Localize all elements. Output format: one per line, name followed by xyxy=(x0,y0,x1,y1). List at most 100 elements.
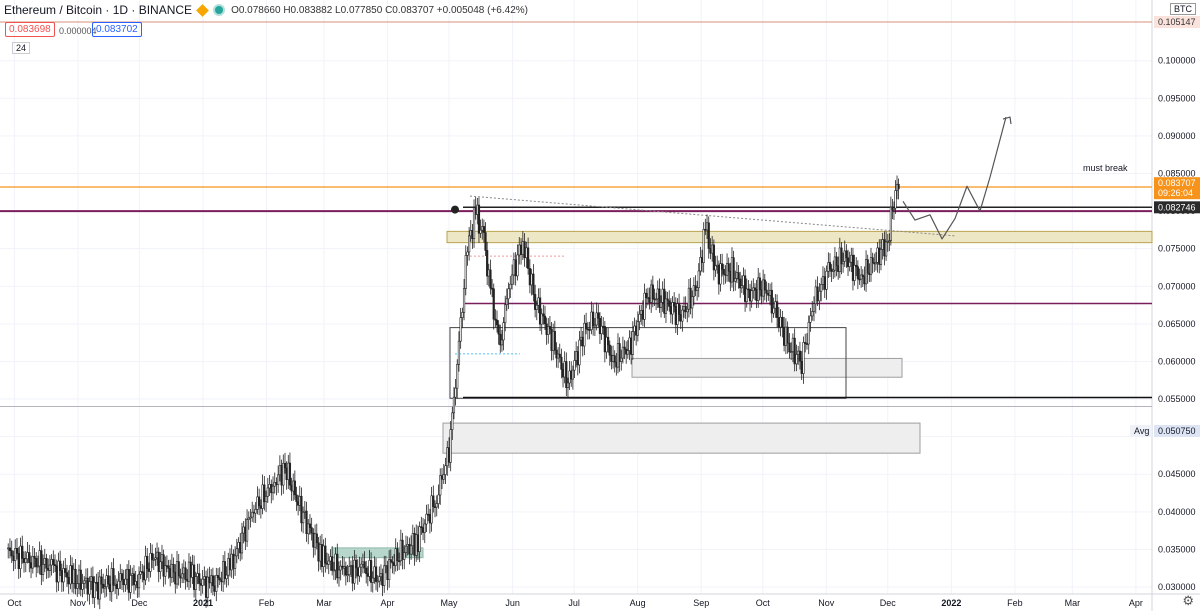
candle-body xyxy=(739,278,742,289)
candle-body xyxy=(172,563,175,573)
candle-body xyxy=(767,293,770,296)
x-tick-label: Oct xyxy=(7,598,22,608)
candle-body xyxy=(856,266,859,280)
candle-body xyxy=(457,340,461,365)
volume-quantity[interactable]: 24 xyxy=(12,42,31,54)
candle-body xyxy=(439,475,442,496)
candle-body xyxy=(842,261,845,265)
candle-body xyxy=(499,333,502,346)
candle-body xyxy=(189,561,192,578)
candle-body xyxy=(871,257,874,264)
demand-zone-lower xyxy=(442,422,921,454)
candle-body xyxy=(365,567,368,574)
candle-body xyxy=(613,355,616,363)
candle-body xyxy=(120,573,124,580)
candle-body xyxy=(783,326,786,346)
candle-body xyxy=(643,292,646,320)
candle-body xyxy=(573,360,576,371)
price-label-current: 0.083707 xyxy=(1158,178,1196,188)
candle-body xyxy=(339,565,342,571)
candle-body xyxy=(331,556,334,571)
candle-body xyxy=(48,564,51,571)
candle-body xyxy=(131,573,134,576)
buy-price-button[interactable]: 0.083702 xyxy=(92,22,142,37)
candle-body xyxy=(658,288,661,308)
candle-body xyxy=(41,564,45,575)
candle-body xyxy=(280,465,283,486)
candle-body xyxy=(548,326,552,330)
candle-body xyxy=(732,257,735,282)
candle-body xyxy=(206,576,209,598)
candle-body xyxy=(401,539,404,560)
candle-body xyxy=(795,354,798,365)
candle-body xyxy=(177,561,180,577)
candle-body xyxy=(71,565,74,584)
candle-body xyxy=(492,288,495,320)
candle-body xyxy=(167,565,170,569)
candle-body xyxy=(578,339,581,366)
candle-body xyxy=(532,273,535,295)
candle-body xyxy=(47,568,50,571)
candle-body xyxy=(343,566,346,569)
supply-zone-yellow xyxy=(446,230,1153,244)
candle-body xyxy=(305,510,308,535)
gear-icon[interactable]: ⚙ xyxy=(1182,593,1194,608)
y-tick-label: 0.095000 xyxy=(1158,93,1196,103)
candle-body xyxy=(100,576,103,585)
candle-body xyxy=(630,337,633,355)
candle-body xyxy=(12,555,15,561)
candle-body xyxy=(247,517,250,520)
candle-body xyxy=(336,553,339,579)
candle-body xyxy=(697,270,700,289)
candle-body xyxy=(464,255,467,289)
candle-body xyxy=(774,301,777,309)
y-tick-label: 0.070000 xyxy=(1158,281,1196,291)
x-tick-label: 2021 xyxy=(193,598,213,608)
candle-body xyxy=(878,247,881,265)
candle-body xyxy=(313,533,317,548)
candle-body xyxy=(472,207,476,239)
candle-body xyxy=(858,278,861,281)
candle-body xyxy=(124,578,127,586)
dotted-trendline xyxy=(469,195,956,237)
candle-body xyxy=(234,555,237,569)
symbol-title[interactable]: Ethereum / Bitcoin · 1D · BINANCE xyxy=(4,3,193,17)
candle-body xyxy=(363,561,366,569)
candle-body xyxy=(435,503,438,508)
candle-body xyxy=(707,222,710,249)
candle-body xyxy=(396,548,399,562)
candle-body xyxy=(346,574,349,577)
candle-body xyxy=(108,583,112,593)
y-tick-label: 0.065000 xyxy=(1158,319,1196,329)
candle-body xyxy=(423,523,426,533)
y-tick-label: 0.045000 xyxy=(1158,469,1196,479)
candle-body xyxy=(686,308,689,313)
candle-body xyxy=(451,412,454,430)
candle-body xyxy=(673,302,676,307)
candle-body xyxy=(383,565,386,586)
candle-body xyxy=(103,586,107,589)
candle-body xyxy=(179,575,182,579)
x-tick-label: Nov xyxy=(818,598,835,608)
candle-body xyxy=(354,559,358,569)
candle-body xyxy=(76,583,79,589)
favorite-flag-icon[interactable] xyxy=(196,3,209,17)
price-label-current-bg xyxy=(1154,177,1200,200)
currency-button[interactable]: BTC xyxy=(1170,3,1196,15)
candle-body xyxy=(33,556,36,559)
candle-body xyxy=(317,542,320,562)
candle-body xyxy=(869,257,873,275)
candle-body xyxy=(432,495,435,507)
candle-body xyxy=(319,544,322,562)
candle-body xyxy=(692,285,695,297)
candle-body xyxy=(879,249,883,265)
candle-body xyxy=(416,534,420,552)
candle-body xyxy=(404,545,408,553)
sell-price-button[interactable]: 0.083698 xyxy=(5,22,55,37)
candle-body xyxy=(199,583,203,586)
candle-body xyxy=(351,565,354,584)
candle-body xyxy=(807,321,810,345)
candle-body xyxy=(449,429,452,463)
